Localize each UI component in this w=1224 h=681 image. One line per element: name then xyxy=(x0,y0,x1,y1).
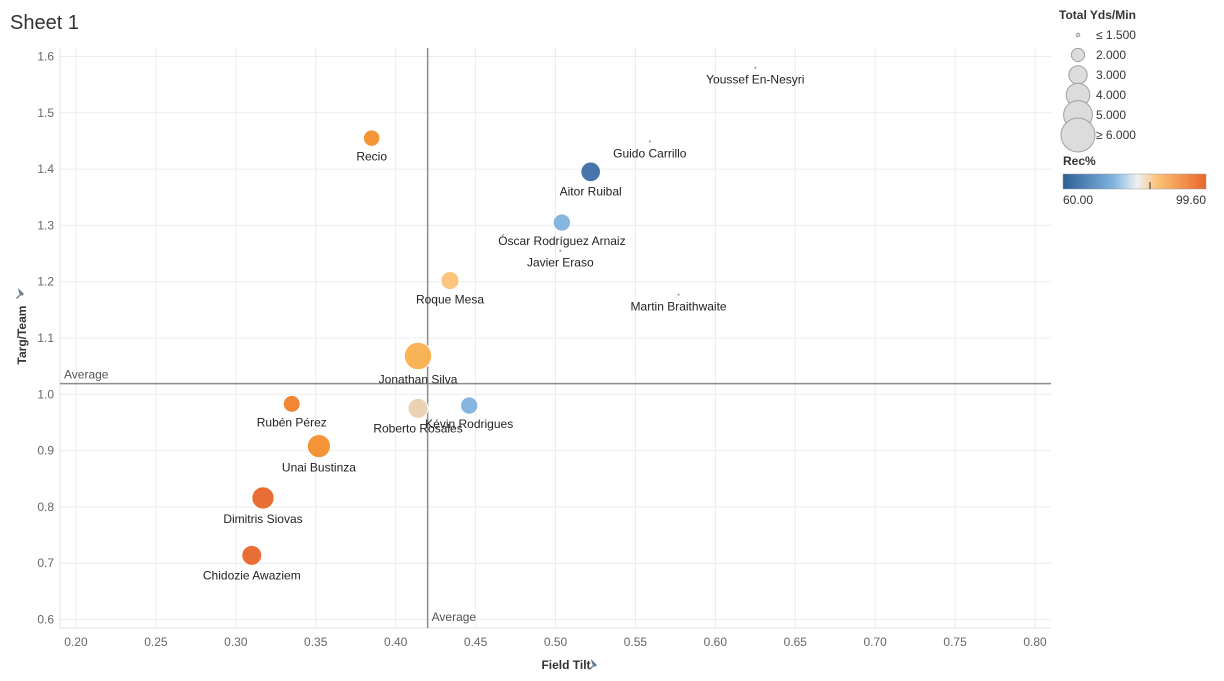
size-legend: Total Yds/Min ≤ 1.500 2.000 3.000 4.000 5.00… xyxy=(1059,8,1136,153)
point-label: Chidozie Awaziem xyxy=(203,568,301,582)
point-label: Dimitris Siovas xyxy=(223,512,302,526)
y-tick-label: 0.9 xyxy=(37,444,54,458)
size-legend-label: 4.000 xyxy=(1096,88,1126,102)
point-labels: Youssef En-Nesyri Recio Guido Carrillo Aito… xyxy=(203,73,805,583)
size-legend-swatch xyxy=(1060,117,1096,153)
size-legend-label: 2.000 xyxy=(1096,48,1126,62)
sheet-title: Sheet 1 xyxy=(10,12,79,34)
y-tick-label: 1.1 xyxy=(37,331,54,345)
size-legend-title: Total Yds/Min xyxy=(1059,8,1136,22)
x-tick-label: 0.80 xyxy=(1023,635,1047,649)
data-point[interactable] xyxy=(282,394,301,413)
y-tick-label: 1.3 xyxy=(37,218,54,232)
data-point[interactable] xyxy=(251,486,275,510)
x-tick-label: 0.25 xyxy=(144,635,168,649)
point-label: Rubén Pérez xyxy=(257,415,327,429)
point-label: Martin Braithwaite xyxy=(631,300,727,314)
y-tick-label: 0.6 xyxy=(37,613,54,627)
y-tick-label: 0.8 xyxy=(37,500,54,514)
size-legend-swatch xyxy=(1075,32,1081,38)
size-legend-swatch xyxy=(1068,65,1088,85)
point-label: Youssef En-Nesyri xyxy=(706,73,804,87)
x-tick-label: 0.45 xyxy=(464,635,488,649)
x-tick-label: 0.50 xyxy=(544,635,568,649)
size-legend-label: ≤ 1.500 xyxy=(1096,28,1136,42)
size-legend-label: ≥ 6.000 xyxy=(1096,128,1136,142)
data-point[interactable] xyxy=(362,129,381,147)
y-tick-label: 1.0 xyxy=(37,387,54,401)
y-tick-label: 0.7 xyxy=(37,556,54,570)
color-legend-min: 60.00 xyxy=(1063,193,1093,207)
x-tick-label: 0.40 xyxy=(384,635,408,649)
point-label: Kévin Rodrigues xyxy=(425,417,513,431)
x-tick-label: 0.65 xyxy=(784,635,808,649)
x-tick-label: 0.20 xyxy=(64,635,88,649)
y-tick-label: 1.6 xyxy=(37,49,54,63)
point-label: Unai Bustinza xyxy=(282,461,356,475)
x-axis-title: Field Tilt xyxy=(541,658,590,672)
x-tick-label: 0.55 xyxy=(624,635,648,649)
data-point[interactable] xyxy=(460,396,479,415)
data-points xyxy=(241,66,757,566)
x-tick-label: 0.70 xyxy=(863,635,887,649)
data-point[interactable] xyxy=(580,161,601,183)
reference-lines: Average Average xyxy=(60,48,1051,628)
color-legend-bar xyxy=(1062,173,1207,190)
data-point[interactable] xyxy=(241,544,263,566)
color-legend-title: Rec% xyxy=(1063,154,1096,168)
point-label: Óscar Rodríguez Arnaiz xyxy=(498,233,625,248)
axis-ticks: 0.20 0.25 0.30 0.35 0.40 0.45 0.50 0.55 0.60 0.65… xyxy=(37,49,1047,649)
x-tick-label: 0.35 xyxy=(304,635,328,649)
color-legend: Rec% 60.00 99.60 xyxy=(1062,154,1207,207)
y-axis-title: Targ/Team xyxy=(15,306,29,365)
x-tick-label: 0.30 xyxy=(224,635,248,649)
data-point[interactable] xyxy=(648,140,651,143)
size-legend-swatch xyxy=(1070,47,1086,63)
y-tick-label: 1.2 xyxy=(37,275,54,289)
data-point[interactable] xyxy=(403,341,433,371)
point-label: Javier Eraso xyxy=(527,256,594,270)
x-axis-pin-icon[interactable] xyxy=(589,659,597,670)
point-label: Roque Mesa xyxy=(416,293,484,307)
data-point[interactable] xyxy=(440,271,460,291)
y-axis-pin-icon[interactable] xyxy=(16,288,24,299)
x-average-label: Average xyxy=(432,610,477,624)
point-label: Roberto Rosales xyxy=(373,421,462,435)
data-point[interactable] xyxy=(407,397,429,419)
point-label: Jonathan Silva xyxy=(379,373,458,387)
y-tick-label: 1.4 xyxy=(37,162,54,176)
color-legend-max: 99.60 xyxy=(1176,193,1206,207)
x-tick-label: 0.60 xyxy=(704,635,728,649)
data-point[interactable] xyxy=(306,434,332,459)
point-label: Guido Carrillo xyxy=(613,146,687,160)
size-legend-label: 3.000 xyxy=(1096,68,1126,82)
data-point[interactable] xyxy=(754,66,757,69)
point-label: Recio xyxy=(356,149,387,163)
x-tick-label: 0.75 xyxy=(943,635,967,649)
y-average-label: Average xyxy=(64,368,109,382)
point-label: Aitor Ruibal xyxy=(560,185,622,199)
grid-lines xyxy=(59,48,1051,629)
size-legend-label: 5.000 xyxy=(1096,108,1126,122)
data-point[interactable] xyxy=(552,213,572,232)
y-tick-label: 1.5 xyxy=(37,106,54,120)
data-point[interactable] xyxy=(677,293,680,296)
data-point[interactable] xyxy=(559,249,562,252)
